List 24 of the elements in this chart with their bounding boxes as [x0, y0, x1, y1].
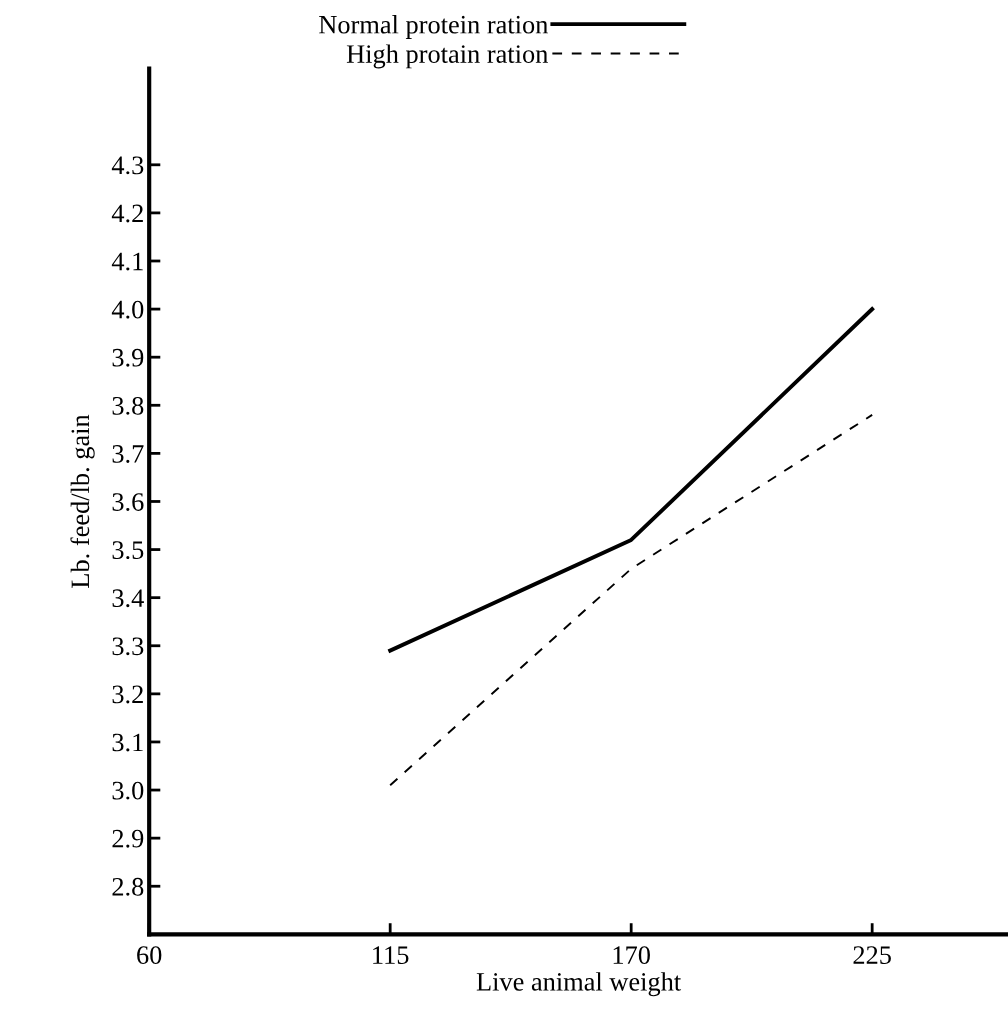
- y-tick-label: 3.2: [112, 685, 143, 704]
- legend-label: Normal protein ration: [319, 15, 548, 39]
- y-tick-label: 3.0: [112, 781, 144, 800]
- x-tick-label: 225: [853, 946, 891, 965]
- y-tick-label: 4.0: [111, 300, 144, 319]
- y-tick-label: 4.1: [111, 252, 143, 271]
- y-tick-label: 3.4: [112, 589, 144, 608]
- x-tick-label: 170: [613, 946, 650, 965]
- legend-label: High protain ration: [346, 44, 548, 69]
- x-axis-title: Live animal weight: [476, 972, 682, 997]
- y-tick-label: 3.7: [112, 445, 144, 463]
- y-tick-label: 3.1: [112, 733, 143, 752]
- y-tick-label: 3.6: [112, 493, 144, 511]
- y-tick-label: 3.5: [112, 541, 144, 560]
- y-tick-label: 4.3: [111, 156, 144, 175]
- x-tick-label: 60: [137, 946, 162, 965]
- y-tick-label: 2.8: [112, 877, 144, 896]
- y-tick-label: 4.2: [111, 204, 143, 223]
- y-tick-label: 2.9: [112, 829, 144, 848]
- y-axis-title: Lb. feed/lb. gain: [70, 414, 95, 588]
- y-tick-label: 3.3: [112, 637, 144, 656]
- x-tick-label: 115: [373, 946, 409, 965]
- y-tick-label: 3.9: [112, 348, 144, 367]
- y-tick-label: 3.8: [112, 396, 144, 415]
